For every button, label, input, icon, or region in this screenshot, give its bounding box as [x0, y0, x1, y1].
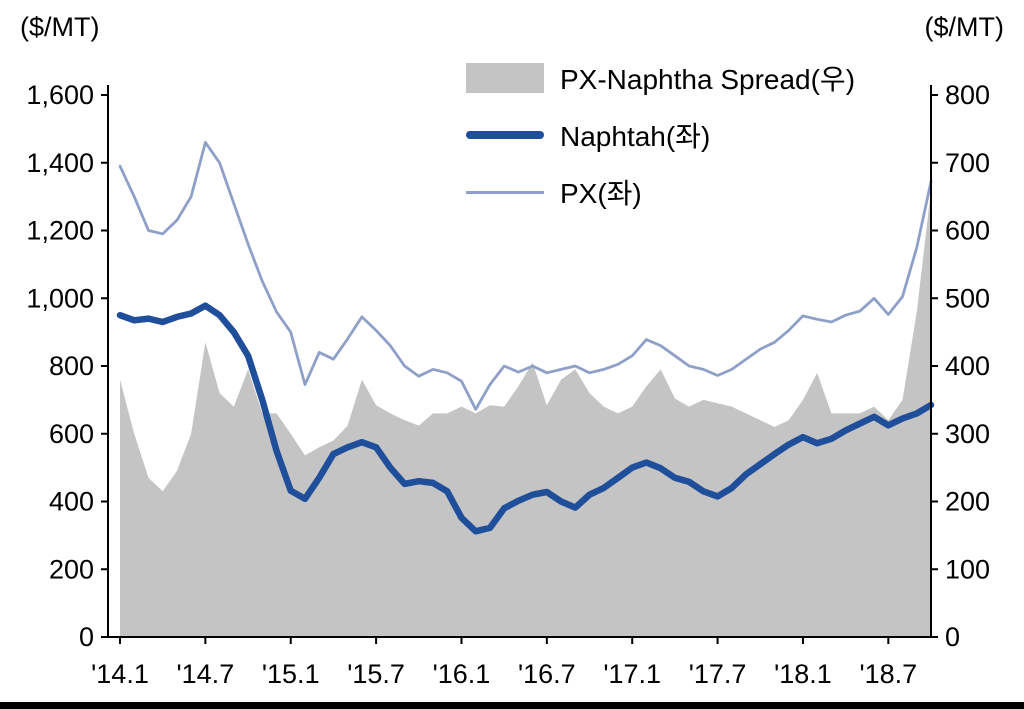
right-axis-tick-label: 200: [945, 487, 990, 517]
left-axis-tick-label: 200: [49, 554, 94, 584]
naphtha-line-swatch-icon: [466, 131, 544, 139]
spread-area: [120, 189, 931, 637]
legend-label-spread: PX-Naphtha Spread(우): [560, 64, 856, 95]
right-axis-tick-label: 300: [945, 419, 990, 449]
left-axis-tick-label: 0: [79, 622, 94, 652]
right-axis-tick-label: 100: [945, 554, 990, 584]
left-axis-tick-label: 1,600: [26, 80, 94, 110]
chart-legend: PX-Naphtha Spread(우) Naphtah(좌) PX(좌): [466, 58, 855, 212]
x-axis-tick-label: '14.7: [177, 659, 235, 689]
spread-area-swatch-icon: [466, 63, 544, 93]
px-line: [118, 140, 933, 411]
x-axis-tick-label: '17.1: [603, 659, 661, 689]
legend-label-px: PX(좌): [560, 178, 642, 209]
x-axis-tick-label: '15.1: [262, 659, 320, 689]
right-axis-tick-label: 700: [945, 148, 990, 178]
right-axis-unit-label: ($/MT): [924, 12, 1004, 42]
left-axis-tick-label: 800: [49, 351, 94, 381]
left-axis-tick-label: 400: [49, 487, 94, 517]
px-line-swatch-icon: [466, 190, 544, 194]
left-axis-unit-label: ($/MT): [20, 12, 100, 42]
bottom-border: [0, 702, 1024, 709]
right-axis-tick-label: 500: [945, 283, 990, 313]
legend-label-naphtha: Naphtah(좌): [560, 121, 711, 152]
x-axis-tick-label: '16.7: [518, 659, 576, 689]
right-axis-tick-label: 0: [945, 622, 960, 652]
legend-item-px: PX(좌): [466, 172, 855, 212]
x-axis-tick-label: '15.7: [347, 659, 405, 689]
left-axis-tick-label: 1,000: [26, 283, 94, 313]
naphtha-line: [116, 302, 935, 535]
left-axis-tick-label: 600: [49, 419, 94, 449]
x-axis-tick-label: '18.1: [774, 659, 832, 689]
x-axis-tick-label: '18.7: [859, 659, 917, 689]
legend-item-naphtha: Naphtah(좌): [466, 115, 855, 155]
left-axis-tick-label: 1,200: [26, 216, 94, 246]
left-axis-tick-label: 1,400: [26, 148, 94, 178]
x-axis-tick-label: '14.1: [91, 659, 149, 689]
right-axis-tick-label: 600: [945, 216, 990, 246]
right-axis-tick-label: 800: [945, 80, 990, 110]
right-axis-tick-label: 400: [945, 351, 990, 381]
x-axis-tick-label: '17.7: [689, 659, 747, 689]
legend-item-spread: PX-Naphtha Spread(우): [466, 58, 855, 98]
x-axis-tick-label: '16.1: [433, 659, 491, 689]
